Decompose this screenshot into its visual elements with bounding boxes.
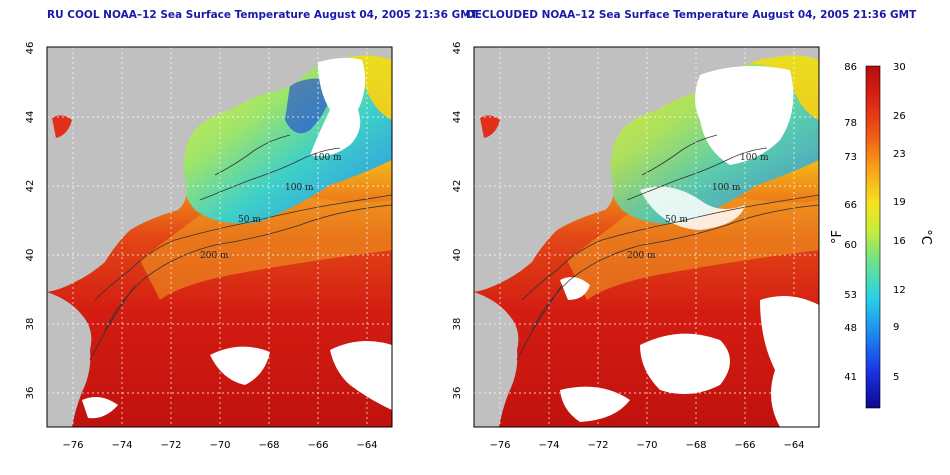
- contour-label: 100 m: [740, 153, 769, 163]
- x-tick-label: −66: [307, 440, 328, 451]
- y-tick-label: 38: [25, 318, 36, 331]
- y-tick-label: 46: [452, 42, 463, 55]
- celsius-tick: 12: [893, 285, 906, 296]
- x-tick-label: −68: [685, 440, 706, 451]
- fahrenheit-tick: 78: [844, 118, 857, 129]
- contour-label: 50 m: [238, 215, 261, 225]
- contour-label: 200 m: [627, 251, 656, 261]
- map-frame-left: [46, 46, 393, 428]
- celsius-tick: 16: [893, 236, 906, 247]
- panel-title-right: DECLOUDED NOAA–12 Sea Surface Temperatur…: [466, 9, 917, 21]
- x-tick-label: −70: [636, 440, 657, 451]
- contour-10m: [516, 284, 563, 361]
- panel-title-left: RU COOL NOAA–12 Sea Surface Temperature …: [47, 9, 478, 21]
- temperature-colorbar: 86 78 73 66 60 53 48 41 30 26 23 19 16 1…: [830, 62, 933, 409]
- declouded-gap-north: [695, 66, 794, 165]
- y-axis-right: 46 44 42 40 38 36: [452, 42, 463, 400]
- inland-lake-right: [480, 115, 500, 138]
- contour-250m: [104, 204, 392, 331]
- contour-label: 100 m: [313, 153, 342, 163]
- cloud-patch-3: [82, 396, 118, 419]
- warm-eddy: [567, 197, 819, 300]
- declouded-gap-shelf: [640, 186, 745, 230]
- fahrenheit-tick: 86: [844, 62, 857, 73]
- x-tick-label: −64: [783, 440, 804, 451]
- y-tick-label: 42: [452, 180, 463, 193]
- x-axis-right: −76 −74 −72 −70 −68 −66 −64: [489, 440, 804, 451]
- declouded-gap-2: [760, 296, 819, 427]
- contour-label: 100 m: [285, 183, 314, 193]
- fahrenheit-tick: 48: [844, 323, 857, 334]
- declouded-gap-3: [560, 386, 630, 422]
- celsius-tick: 9: [893, 322, 899, 333]
- celsius-tick: 19: [893, 197, 906, 208]
- x-tick-label: −68: [258, 440, 279, 451]
- fahrenheit-tick: 66: [844, 200, 857, 211]
- x-tick-label: −64: [356, 440, 377, 451]
- map-frame-right: [473, 46, 820, 428]
- fahrenheit-unit-label: °F: [830, 230, 845, 244]
- contour-50m: [214, 134, 291, 176]
- y-tick-label: 44: [25, 111, 36, 124]
- warm-eddy: [140, 197, 392, 300]
- x-axis-left: −76 −74 −72 −70 −68 −66 −64: [62, 440, 377, 451]
- contour-label: 200 m: [200, 251, 229, 261]
- map-panel-left: 100 m 100 m 50 m 200 m −76 −74 −72 −70 −…: [25, 42, 393, 451]
- map-panel-right: 100 m 100 m 50 m 200 m −76 −74 −72 −70 −…: [452, 42, 820, 451]
- x-tick-label: −66: [734, 440, 755, 451]
- x-tick-label: −76: [62, 440, 83, 451]
- fahrenheit-tick: 53: [844, 290, 857, 301]
- x-tick-label: −72: [160, 440, 181, 451]
- contour-50m: [641, 134, 718, 176]
- declouded-gap-4: [560, 276, 590, 300]
- contour-250m: [531, 204, 819, 331]
- fahrenheit-tick: 41: [844, 372, 857, 383]
- cloud-patch-north: [310, 57, 366, 157]
- y-tick-label: 40: [452, 249, 463, 262]
- y-tick-label: 42: [25, 180, 36, 193]
- y-tick-label: 36: [452, 387, 463, 400]
- y-tick-label: 40: [25, 249, 36, 262]
- graticule-left: [47, 47, 392, 427]
- y-tick-label: 44: [452, 111, 463, 124]
- contour-100m: [626, 147, 768, 201]
- x-tick-label: −74: [538, 440, 559, 451]
- cloud-patch-2: [330, 341, 392, 410]
- fahrenheit-tick: 73: [844, 152, 857, 163]
- y-tick-label: 46: [25, 42, 36, 55]
- celsius-tick: 5: [893, 372, 899, 383]
- inland-lake-left: [52, 115, 72, 138]
- y-axis-left: 46 44 42 40 38 36: [25, 42, 36, 400]
- contour-label: 100 m: [712, 183, 741, 193]
- cloud-patch-1: [210, 346, 270, 385]
- celsius-tick: 26: [893, 111, 906, 122]
- y-tick-label: 38: [452, 318, 463, 331]
- x-tick-label: −70: [209, 440, 230, 451]
- colorbar-ramp: [865, 65, 881, 409]
- celsius-tick: 23: [893, 149, 906, 160]
- x-tick-label: −74: [111, 440, 132, 451]
- graticule-right: [474, 47, 819, 427]
- contour-label: 50 m: [665, 215, 688, 225]
- contour-10m: [89, 284, 136, 361]
- declouded-gap-1: [640, 333, 730, 394]
- contour-100m: [199, 147, 341, 201]
- x-tick-label: −72: [587, 440, 608, 451]
- celsius-unit-label: °C: [918, 229, 933, 245]
- x-tick-label: −76: [489, 440, 510, 451]
- celsius-tick: 30: [893, 62, 906, 73]
- fahrenheit-tick: 60: [844, 240, 857, 251]
- land-mass-north: [474, 47, 819, 292]
- land-mass-north: [47, 47, 392, 292]
- y-tick-label: 36: [25, 387, 36, 400]
